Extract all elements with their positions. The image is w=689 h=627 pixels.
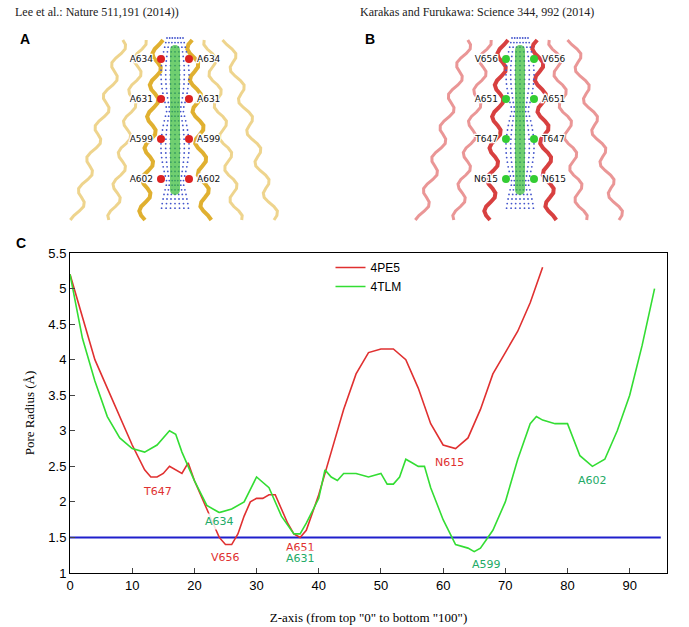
svg-text:1.5: 1.5 [48,530,66,545]
svg-text:B: B [365,31,375,47]
svg-text:40: 40 [312,578,326,593]
svg-text:T647: T647 [541,134,565,144]
svg-text:3.5: 3.5 [48,388,66,403]
svg-text:Lee et al.: Nature 511,191 (20: Lee et al.: Nature 511,191 (2014)) [15,5,179,19]
svg-text:T647: T647 [474,134,498,144]
svg-text:A651: A651 [542,94,565,104]
svg-text:Z-axis (from top "0" to bottom: Z-axis (from top "0" to bottom "100") [270,610,467,625]
svg-text:C: C [16,235,26,251]
svg-text:V656: V656 [542,54,566,64]
svg-text:4TLM: 4TLM [371,280,402,294]
svg-text:4PE5: 4PE5 [371,261,401,275]
svg-text:80: 80 [560,578,574,593]
svg-text:5: 5 [59,281,66,296]
svg-text:4.5: 4.5 [48,317,66,332]
svg-text:90: 90 [622,578,636,593]
svg-text:N615: N615 [435,456,464,469]
svg-text:A631: A631 [286,552,315,565]
svg-text:60: 60 [436,578,450,593]
svg-text:4: 4 [59,352,66,367]
svg-text:70: 70 [498,578,512,593]
svg-text:0: 0 [66,578,73,593]
svg-text:A634: A634 [130,54,154,64]
svg-text:A599: A599 [197,134,221,144]
svg-text:20: 20 [187,578,201,593]
svg-text:30: 30 [249,578,263,593]
svg-text:A631: A631 [197,94,220,104]
svg-text:Pore Radius (Å): Pore Radius (Å) [22,371,37,456]
svg-text:5.5: 5.5 [48,246,66,261]
svg-text:A602: A602 [578,474,607,487]
svg-text:A599: A599 [130,134,154,144]
svg-text:A602: A602 [197,174,220,184]
svg-text:A: A [20,31,30,47]
svg-text:10: 10 [125,578,139,593]
svg-text:N615: N615 [542,174,566,184]
svg-text:A602: A602 [130,174,153,184]
svg-text:A634: A634 [205,515,234,528]
svg-text:V656: V656 [211,551,240,564]
svg-text:50: 50 [374,578,388,593]
svg-text:2.5: 2.5 [48,459,66,474]
svg-text:T647: T647 [143,485,172,498]
svg-text:A599: A599 [472,558,501,571]
svg-text:N615: N615 [474,174,498,184]
svg-text:Karakas and Furukawa: Science: Karakas and Furukawa: Science 344, 992 (… [360,5,594,19]
svg-text:A651: A651 [286,541,315,554]
svg-text:V656: V656 [475,54,499,64]
svg-text:A651: A651 [475,94,498,104]
svg-text:2: 2 [59,494,66,509]
svg-text:3: 3 [59,423,66,438]
svg-text:1: 1 [59,566,66,581]
svg-text:A631: A631 [130,94,153,104]
svg-text:A634: A634 [197,54,221,64]
